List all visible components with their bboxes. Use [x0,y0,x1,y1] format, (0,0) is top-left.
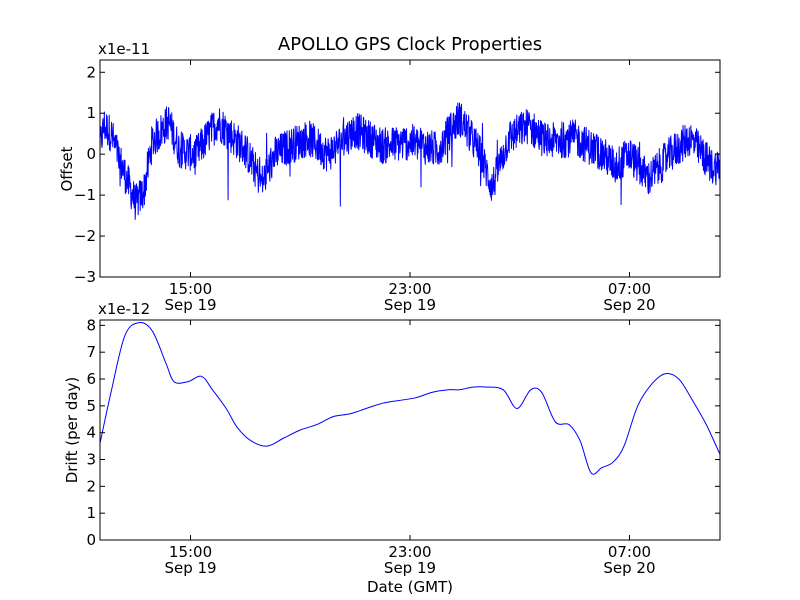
offset-ytick-label: −3 [74,268,96,286]
drift-series-line [100,322,720,475]
drift-series-group [100,322,720,475]
offset-ytick-label: 0 [86,145,96,163]
drift-xtick-date-label: Sep 19 [384,559,436,577]
offset-xtick-time-label: 15:00 [169,280,212,298]
offset-ytick-label: 1 [86,104,96,122]
offset-xtick-date-label: Sep 19 [164,296,216,314]
drift-ytick-label: 2 [86,477,96,495]
offset-series-group [100,102,720,220]
drift-ytick-label: 3 [86,451,96,469]
offset-series-line [100,102,720,220]
drift-ytick-label: 8 [86,316,96,334]
drift-ytick-label: 1 [86,504,96,522]
offset-ytick-label: −2 [74,227,96,245]
drift-ytick-label: 5 [86,397,96,415]
offset-y-ticks: −3 −2 −1 0 1 2 [74,63,720,286]
drift-multiplier-label: x1e-12 [98,300,150,318]
offset-multiplier-label: x1e-11 [98,40,150,58]
drift-xtick-date-label: Sep 19 [164,559,216,577]
offset-xtick-date-label: Sep 19 [384,296,436,314]
drift-ytick-label: 4 [86,424,96,442]
drift-ytick-label: 7 [86,343,96,361]
drift-ylabel: Drift (per day) [63,377,81,484]
offset-ytick-label: −1 [74,186,96,204]
offset-ylabel: Offset [58,146,76,191]
chart-title: APOLLO GPS Clock Properties [278,34,542,55]
drift-xtick-time-label: 07:00 [608,543,651,561]
drift-y-ticks: 0 1 2 3 4 5 6 7 8 [86,316,720,549]
drift-ytick-label: 0 [86,531,96,549]
offset-xtick-date-label: Sep 20 [603,296,655,314]
drift-ytick-label: 6 [86,370,96,388]
drift-xtick-time-label: 15:00 [169,543,212,561]
drift-xtick-time-label: 23:00 [388,543,431,561]
offset-ytick-label: 2 [86,63,96,81]
drift-xtick-date-label: Sep 20 [603,559,655,577]
offset-xtick-time-label: 07:00 [608,280,651,298]
x-axis-label: Date (GMT) [367,578,453,596]
offset-xtick-time-label: 23:00 [388,280,431,298]
